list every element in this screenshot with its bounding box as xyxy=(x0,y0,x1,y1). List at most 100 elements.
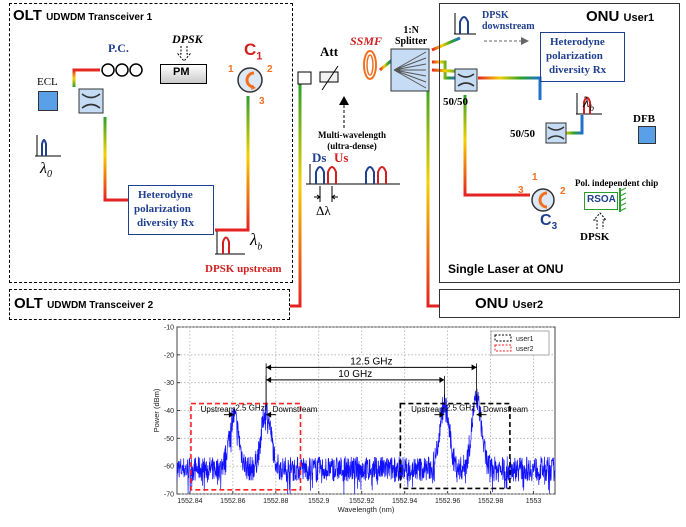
ecl-laser xyxy=(38,91,58,111)
olt1-rx-box xyxy=(128,185,214,235)
x-tick-label: 1552.94 xyxy=(392,498,417,505)
annotation-label: Upstream xyxy=(201,405,236,414)
onu1-box xyxy=(439,3,680,283)
olt1-rx-line: polarization xyxy=(134,203,191,215)
span-label: 10 GHz xyxy=(338,369,372,380)
x-axis-label: Wavelength (nm) xyxy=(338,505,395,514)
c3-label: C3 xyxy=(540,212,558,233)
arrowhead xyxy=(266,411,272,418)
port-label: 3 xyxy=(518,185,524,196)
pm-label: PM xyxy=(173,66,190,78)
coupler-label: 50/50 xyxy=(443,96,469,108)
olt1-box xyxy=(9,3,293,283)
connector-icon xyxy=(297,71,312,85)
ecl-label: ECL xyxy=(37,76,58,88)
region-user2 xyxy=(190,402,302,491)
x-tick-label: 1553 xyxy=(526,498,542,505)
lambda0-label: λ0 xyxy=(40,160,52,181)
legend-label: user2 xyxy=(516,346,534,353)
attenuator-icon xyxy=(319,65,339,91)
spectrum-trace xyxy=(177,388,555,494)
onu1-rx-line: diversity Rx xyxy=(549,64,607,76)
span-label-bg xyxy=(345,355,398,367)
port-label: 3 xyxy=(259,96,265,107)
us-label: Us xyxy=(334,150,349,165)
ssmf-label: SSMF xyxy=(350,34,383,48)
coupler-icon xyxy=(78,88,104,114)
arrow-down-icon xyxy=(177,46,191,62)
olt1-title: OLT UDWDM Transceiver 1 xyxy=(13,7,153,24)
port-label: 1 xyxy=(532,172,538,183)
arrow-up-icon xyxy=(593,212,607,229)
port-label: 1 xyxy=(228,64,234,75)
olt1-rx-line: diversity Rx xyxy=(137,217,195,229)
y-tick-label: -40 xyxy=(164,408,174,415)
y-tick-label: -20 xyxy=(164,352,174,359)
legend-swatch xyxy=(494,344,512,352)
coupler-icon xyxy=(454,68,478,92)
arrowhead xyxy=(266,376,272,383)
arrowhead xyxy=(439,376,445,383)
multiwavelength-label: Multi-wavelength (ultra-dense) xyxy=(318,130,386,151)
y-tick-label: -60 xyxy=(164,464,174,471)
span-label: 2.5 GHz xyxy=(235,404,264,413)
arrowhead xyxy=(439,411,445,418)
pulse-icon xyxy=(576,93,602,115)
splitter-label: 1:N Splitter xyxy=(395,25,428,47)
y-tick-label: -50 xyxy=(164,436,174,443)
circulator-icon xyxy=(531,188,555,212)
dfb-laser xyxy=(638,126,656,144)
arrowhead xyxy=(266,364,272,371)
olt2-title: OLT UDWDM Transceiver 2 xyxy=(14,295,154,312)
span-label: 2.5 GHz xyxy=(446,404,475,413)
y-tick-label: -70 xyxy=(164,492,174,499)
arrowhead xyxy=(228,411,234,418)
dpsk-label: DPSK xyxy=(580,231,610,243)
circulator-icon xyxy=(237,67,263,93)
pulse-icon xyxy=(35,135,61,157)
x-tick-label: 1552.96 xyxy=(435,498,460,505)
spectrum-trace-group xyxy=(177,388,555,494)
dpsk-upstream-label: DPSK upstream xyxy=(205,263,282,275)
polarization-controller-icon xyxy=(101,63,143,77)
pulse-icon xyxy=(215,231,245,255)
c1-label: C1 xyxy=(244,40,263,63)
dpsk-label: DPSK xyxy=(172,32,203,46)
phase-modulator xyxy=(160,64,207,84)
mirror-icon xyxy=(619,187,627,212)
onu1-rx-box xyxy=(540,32,625,82)
legend-label: user1 xyxy=(516,336,534,343)
pulse-icon xyxy=(454,13,476,35)
spectrum-sketch-icon xyxy=(306,164,400,202)
onu1-title: ONU User1 xyxy=(586,8,655,25)
ds-label: Ds xyxy=(312,150,327,165)
onu1-rx-line: Heterodyne xyxy=(550,36,605,48)
pol-chip-label: Pol. independent chip xyxy=(575,178,659,188)
lambda-b-label: λb xyxy=(250,230,263,253)
fiber xyxy=(426,80,440,308)
lambda-b-label: λb xyxy=(583,95,594,113)
rsoa-chip xyxy=(584,192,618,210)
fiber xyxy=(72,68,100,87)
delta-lambda-label: Δλ xyxy=(316,203,331,218)
rsoa-label: RSOA xyxy=(587,194,616,205)
y-axis-label: Power (dBm) xyxy=(152,388,161,432)
x-tick-label: 1552.98 xyxy=(478,498,503,505)
port-label: 2 xyxy=(560,186,566,197)
fiber-spool-icon xyxy=(363,50,377,80)
fiber xyxy=(379,58,393,72)
dfb-label: DFB xyxy=(633,113,655,125)
coupler-label: 50/50 xyxy=(510,128,536,140)
span-label-bg xyxy=(329,367,382,379)
att-label: Att xyxy=(320,44,339,59)
x-tick-label: 1552.86 xyxy=(220,498,245,505)
span-label: 12.5 GHz xyxy=(350,356,392,367)
olt1-rx-line: Heterodyne xyxy=(138,189,193,201)
x-tick-label: 1552.84 xyxy=(177,498,202,505)
annotation-label: Downstream xyxy=(483,405,528,414)
annotation-label: Downstream xyxy=(273,405,318,414)
x-tick-label: 1552.92 xyxy=(349,498,374,505)
x-tick-label: 1552.88 xyxy=(263,498,288,505)
